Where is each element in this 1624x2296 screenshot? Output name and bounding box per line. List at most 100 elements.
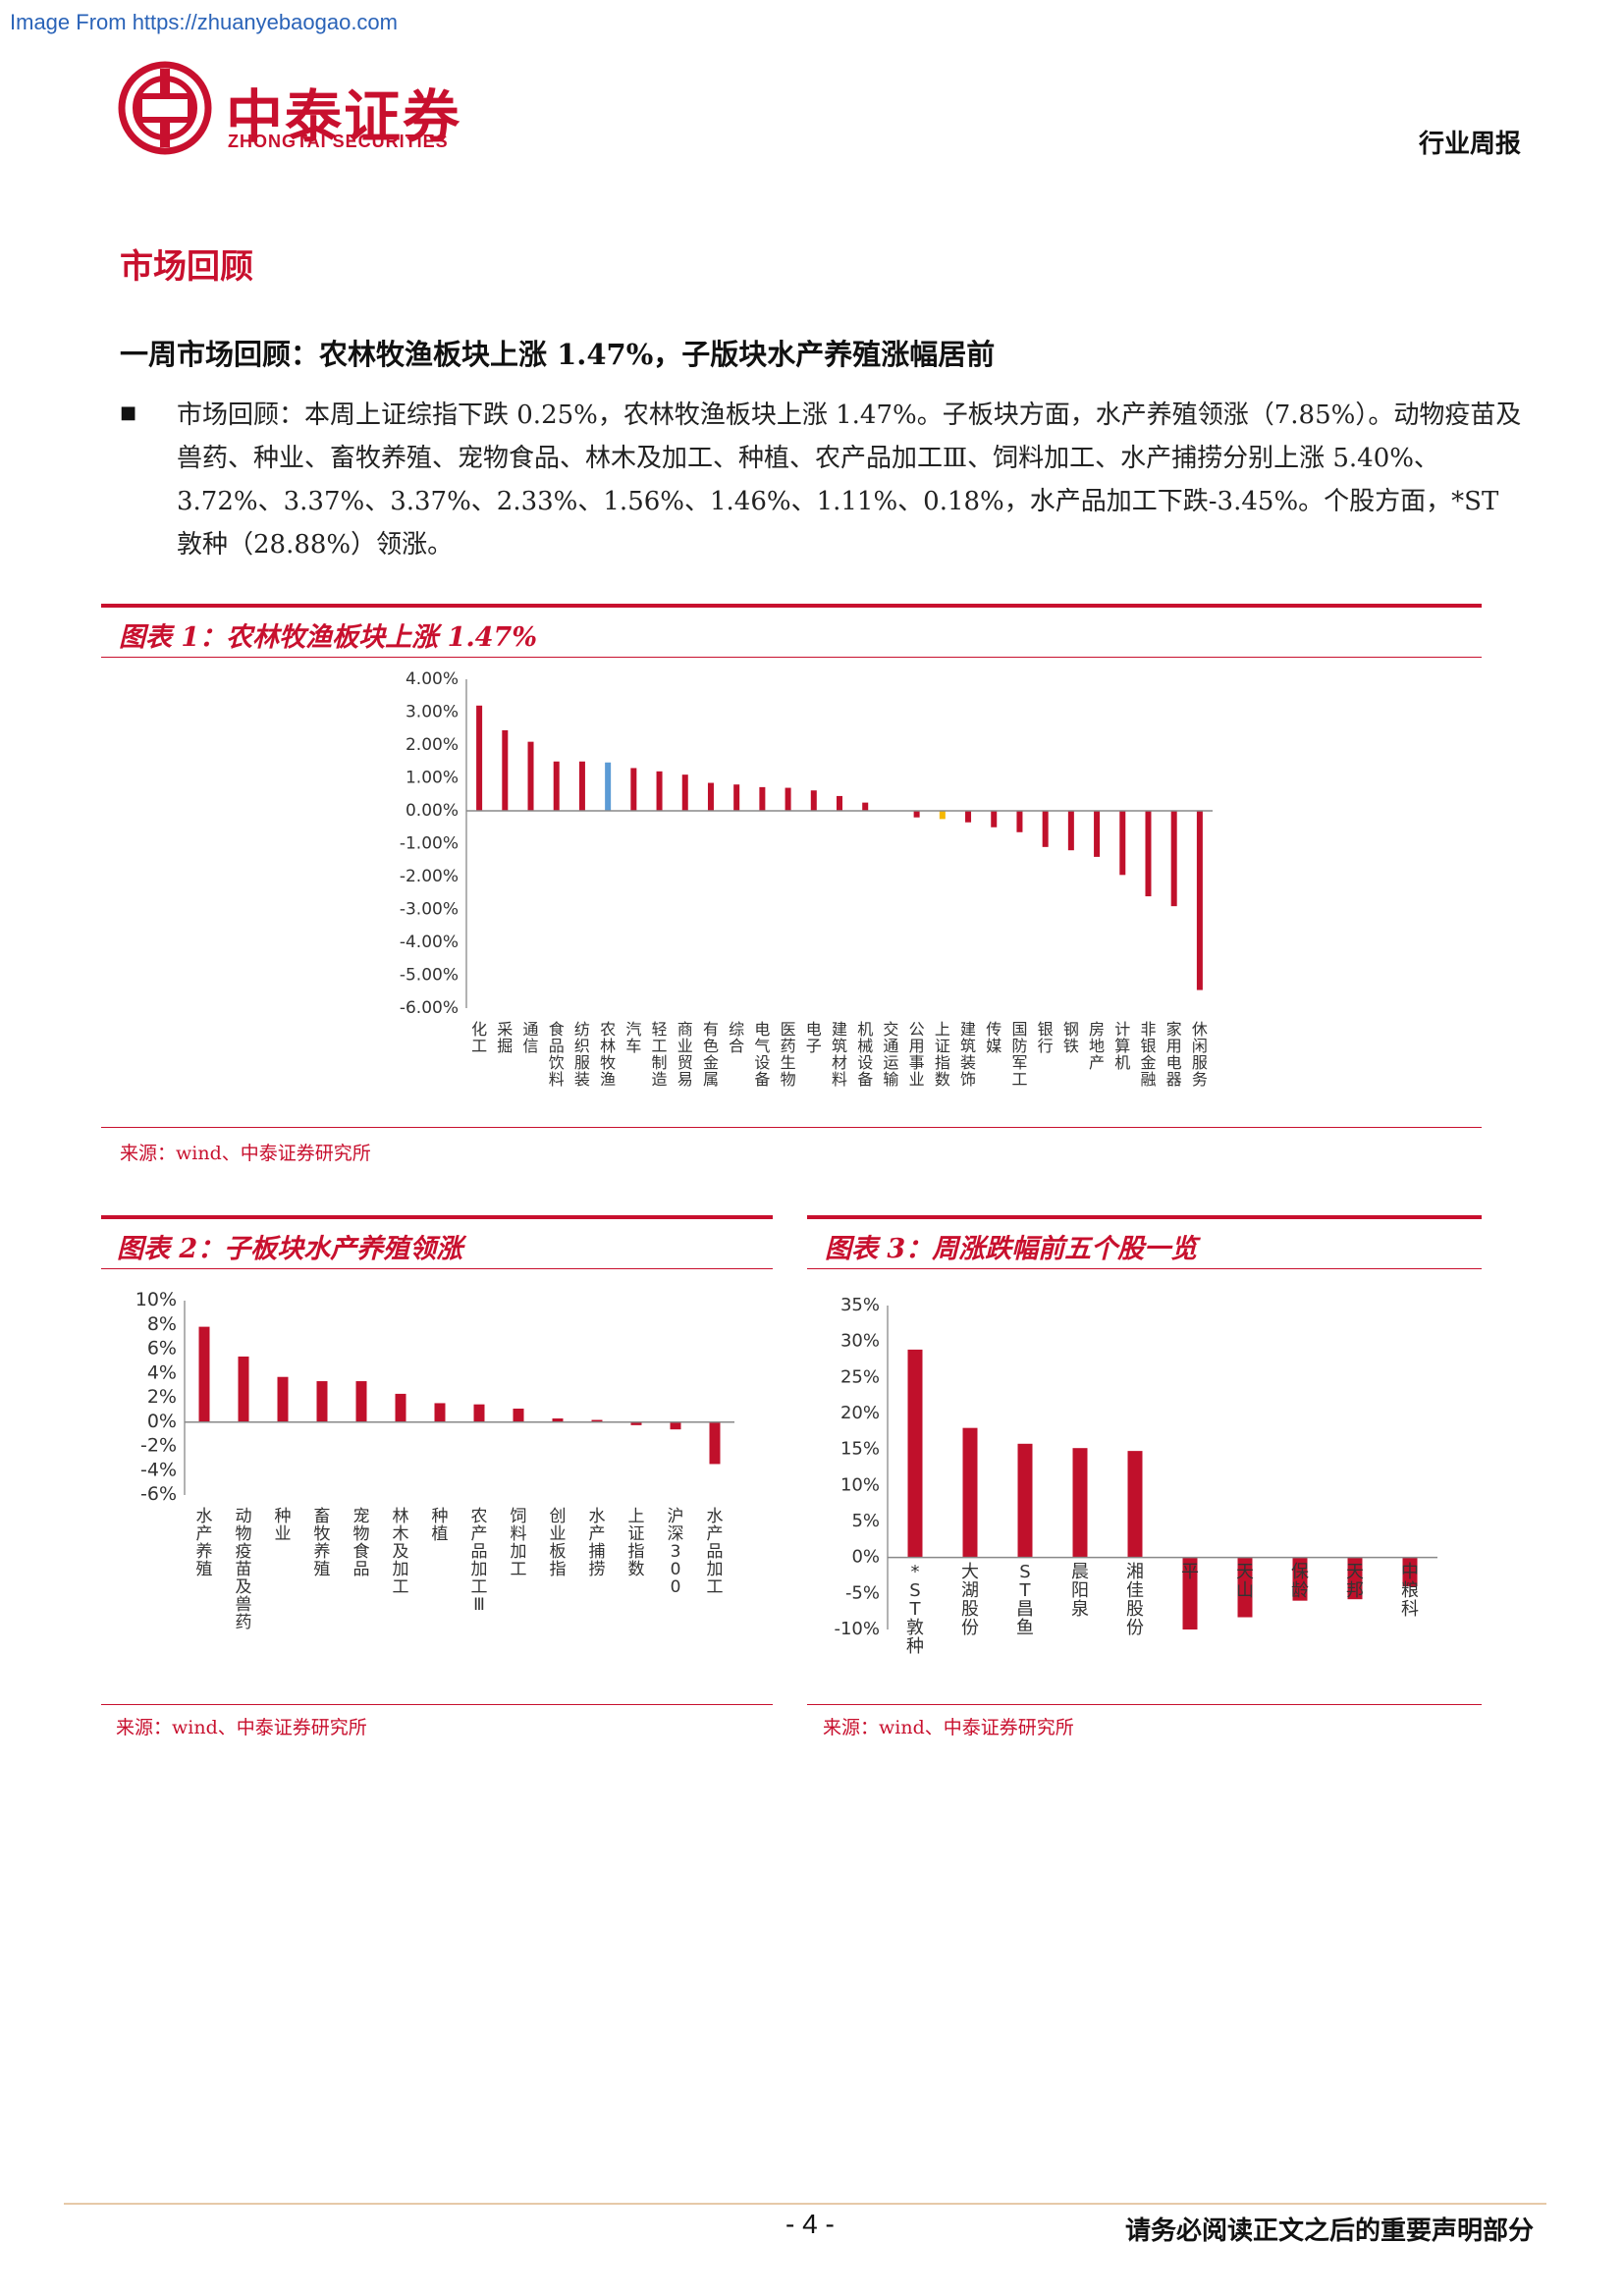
x-category-label: 钢铁: [1063, 1020, 1079, 1055]
figure1-divider: [101, 1127, 1482, 1128]
y-tick-label: 1.00%: [406, 769, 459, 788]
company-name-cn: 中泰证券: [226, 83, 462, 150]
bar: [810, 790, 817, 811]
x-category-label: 国防军工: [1011, 1020, 1027, 1089]
x-category-label: 水产捕捞: [589, 1507, 606, 1579]
y-tick-label: -4.00%: [400, 933, 459, 952]
x-category-label: 种业: [275, 1507, 292, 1544]
bar: [1072, 1448, 1088, 1558]
y-tick-label: 10%: [135, 1289, 177, 1310]
x-category-label: * S T 敦种: [906, 1562, 924, 1657]
x-category-label: 公用事业: [909, 1020, 925, 1089]
bar: [395, 1393, 406, 1422]
figure2-title: 图表 2：子板块水产养殖领涨: [117, 1234, 463, 1264]
x-category-label: 平: [1181, 1562, 1199, 1582]
watermark-text: Image From https://zhuanyebaogao.com: [10, 10, 398, 34]
logo-emblem-icon: [118, 61, 212, 155]
bar: [733, 784, 740, 811]
bar: [630, 1421, 642, 1425]
x-category-label: 林木及加工: [393, 1507, 409, 1597]
footer-divider: [64, 2203, 1546, 2205]
x-category-label: 畜牧养殖: [314, 1507, 331, 1579]
bar: [965, 811, 972, 823]
bar: [1145, 811, 1152, 897]
x-category-label: 化工: [471, 1020, 487, 1055]
bar: [785, 787, 791, 811]
bar: [1094, 811, 1101, 857]
figure3-header: 图表 3：周涨跌幅前五个股一览: [807, 1215, 1482, 1269]
x-category-label: 建筑材料: [832, 1020, 847, 1089]
x-category-label: 银行: [1038, 1020, 1054, 1055]
figure2-source: 来源：wind、中泰证券研究所: [116, 1717, 367, 1738]
y-tick-label: 35%: [840, 1295, 880, 1315]
x-category-label: 休闲服务: [1192, 1020, 1208, 1089]
market-review-paragraph: 市场回顾：本周上证综指下跌 0.25%，农林牧渔板块上涨 1.47%。子板块方面…: [177, 400, 1522, 560]
bar: [1237, 1557, 1253, 1618]
y-tick-label: 2%: [147, 1386, 177, 1408]
company-logo: [118, 61, 212, 155]
bar: [759, 786, 766, 811]
bar: [553, 761, 560, 811]
x-category-label: 采掘: [497, 1020, 513, 1055]
bar: [630, 768, 637, 811]
bar: [939, 811, 946, 820]
x-category-label: 农林牧渔: [600, 1020, 616, 1089]
x-category-label: 沪深 3 0 0: [668, 1507, 684, 1597]
x-category-label: 食品饮料: [549, 1020, 565, 1089]
bar: [1170, 811, 1177, 907]
figure2-chart: 10% 8% 6%4% 2% 0% -2%-4% -6% 水产养殖 动物疫苗及兽药 种业 畜牧养殖 宠…: [135, 1289, 734, 1632]
bar: [1196, 811, 1203, 990]
y-tick-label: 0.00%: [406, 801, 459, 821]
bar: [1067, 811, 1074, 851]
bar: [670, 1421, 681, 1430]
figure1-header: 图表 1：农林牧渔板块上涨 1.47%: [101, 604, 1482, 658]
bar: [681, 774, 688, 811]
x-category-label: 电子: [806, 1020, 822, 1055]
figure1-source: 来源：wind、中泰证券研究所: [120, 1143, 371, 1164]
y-tick-label: 5%: [851, 1511, 880, 1531]
x-category-label: 天山: [1236, 1562, 1254, 1601]
x-category-label: 宠物食品: [353, 1507, 370, 1579]
y-tick-label: -3.00%: [400, 900, 459, 920]
y-tick-label: 30%: [840, 1331, 880, 1352]
x-category-label: 晨阳泉: [1071, 1562, 1089, 1620]
footer-disclaimer: 请务必阅读正文之后的重要声明部分: [1124, 2216, 1534, 2246]
bar: [862, 802, 869, 811]
x-category-label: 机械设备: [857, 1020, 873, 1089]
bar: [552, 1418, 564, 1422]
figure2-divider: [101, 1704, 773, 1705]
x-category-label: 综合: [729, 1020, 744, 1055]
x-category-label: 天邦: [1346, 1562, 1364, 1601]
x-category-label: 计算机: [1114, 1020, 1130, 1072]
bar: [1347, 1557, 1363, 1600]
y-tick-label: 20%: [840, 1403, 880, 1423]
bar: [962, 1427, 978, 1558]
bar: [198, 1326, 210, 1422]
bar: [513, 1409, 524, 1422]
section-title: 市场回顾: [120, 247, 253, 287]
figure3-chart: 35% 30% 25% 20% 15% 10% 5% 0% -5% -10% * S T 敦种 大湖股份 S T…: [834, 1295, 1437, 1657]
y-tick-label: -2%: [140, 1435, 177, 1457]
bullet-square-icon: ■: [120, 402, 137, 423]
bar: [578, 761, 585, 811]
bar: [434, 1403, 446, 1422]
figure3-source: 来源：wind、中泰证券研究所: [823, 1717, 1074, 1738]
bar: [605, 762, 612, 811]
bar: [473, 1404, 485, 1422]
x-category-label: 有色金属: [703, 1020, 719, 1089]
y-tick-label: 15%: [840, 1439, 880, 1460]
y-tick-label: -5.00%: [400, 966, 459, 986]
x-category-label: 水产养殖: [196, 1507, 213, 1579]
bar: [316, 1381, 328, 1422]
x-category-label: 轻工制造: [652, 1020, 668, 1089]
bar: [1402, 1557, 1418, 1586]
subheading: 一周市场回顾：农林牧渔板块上涨 1.47%，子版块水产养殖涨幅居前: [120, 338, 996, 371]
x-category-label: 上证指数: [935, 1020, 950, 1089]
y-tick-label: 4.00%: [406, 669, 459, 689]
y-tick-label: 8%: [147, 1313, 177, 1335]
y-tick-label: -6%: [140, 1483, 177, 1505]
bar: [907, 1349, 923, 1558]
x-category-label: 保龄: [1291, 1562, 1309, 1601]
x-category-label: 房地产: [1089, 1020, 1105, 1072]
x-category-label: 建筑装饰: [960, 1020, 976, 1089]
